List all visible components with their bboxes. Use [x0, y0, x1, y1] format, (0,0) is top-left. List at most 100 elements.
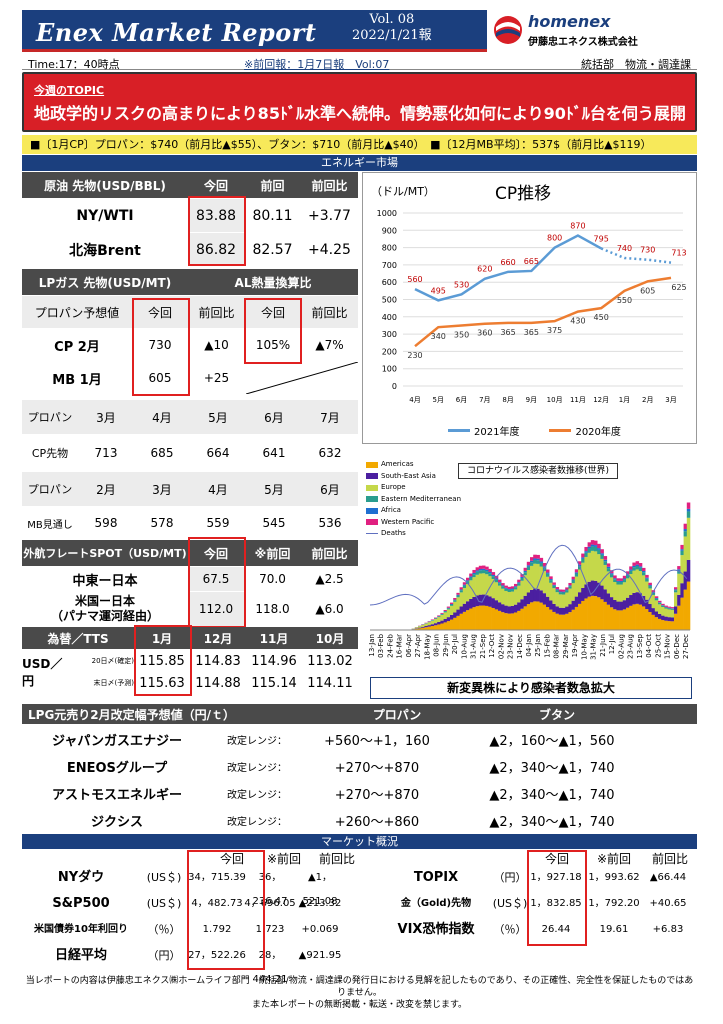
covid-bar-segment: [478, 570, 483, 574]
covid-bar-segment: [536, 558, 540, 561]
covid-bar-segment: [667, 617, 672, 622]
covid-bar-segment: [494, 609, 499, 630]
x-tick-label: 3月: [665, 396, 676, 404]
covid-bar-segment: [526, 566, 531, 570]
covid-bar-segment: [542, 566, 547, 568]
covid-bar-segment: [619, 581, 624, 585]
covid-bar-segment: [565, 613, 569, 630]
covid-bar-segment: [549, 579, 553, 581]
covid-bar-segment: [414, 628, 419, 630]
covid-bar-segment: [450, 602, 454, 604]
market-section-title: マーケット概況: [22, 834, 697, 849]
covid-legend-swatch: [366, 484, 378, 491]
covid-bar-segment: [517, 610, 521, 630]
x-tick-label: 6月: [456, 396, 467, 404]
data-label: 430: [570, 317, 585, 326]
covid-bar-segment: [434, 619, 438, 624]
covid-bar-segment: [619, 580, 624, 582]
covid-bar-segment: [533, 588, 537, 602]
covid-bar-segment: [574, 576, 579, 597]
cp-forecast-row: プロパン 2月 3月 4月 5月 6月: [22, 472, 358, 506]
covid-bar-segment: [539, 562, 544, 567]
covid-bar-segment: [466, 601, 470, 611]
company-logo: homenex 伊藤忠エネクス株式会社: [492, 10, 697, 52]
covid-bar-segment: [600, 553, 604, 555]
covid-bar-segment: [571, 609, 576, 630]
covid-bar-segment: [523, 570, 528, 573]
covid-bar-segment: [638, 563, 643, 567]
covid-bar-segment: [466, 577, 470, 581]
market-item-unit: （％）: [493, 923, 527, 936]
previous-report-link[interactable]: ※前回報：1月7日報 Vol:07: [244, 58, 390, 71]
covid-bar-segment: [578, 592, 582, 604]
covid-bar-segment: [475, 606, 480, 630]
covid-bar-segment: [440, 614, 444, 621]
covid-bar-segment: [642, 606, 646, 630]
covid-bar-segment: [629, 605, 633, 630]
covid-bar-segment: [440, 623, 444, 630]
covid-bar-segment: [520, 608, 524, 630]
legend-swatch-2021: [448, 428, 470, 432]
covid-bar-segment: [597, 549, 601, 555]
diagonal-divider: [246, 362, 358, 394]
covid-bar-segment: [456, 595, 460, 598]
covid-legend-item: Europe: [366, 482, 461, 494]
info-line: Time:17：40時点 ※前回報：1月7日報 Vol:07 統括部 物流・調達…: [22, 56, 697, 71]
covid-bar-segment: [437, 621, 441, 625]
market-item-name: 日経平均: [54, 948, 107, 963]
covid-bar-segment: [645, 609, 649, 630]
covid-bar-segment: [594, 546, 598, 552]
covid-bar-segment: [421, 626, 425, 628]
covid-bar-segment: [482, 570, 486, 574]
covid-bar-segment: [658, 613, 662, 619]
covid-bar-segment: [664, 616, 668, 621]
covid-bar-segment: [450, 619, 454, 630]
market-item-unit: （円）: [147, 949, 181, 962]
covid-bar-segment: [456, 615, 460, 630]
data-label: 660: [500, 258, 515, 267]
x-tick-label: 2月: [642, 396, 653, 404]
covid-bar-segment: [664, 608, 668, 617]
covid-bar-segment: [606, 563, 611, 567]
covid-bar-segment: [478, 605, 483, 630]
covid-bar-segment: [507, 606, 512, 614]
covid-bar-segment: [680, 583, 684, 598]
covid-bar-segment: [645, 599, 649, 610]
covid-bar-segment: [642, 572, 646, 576]
covid-bar-segment: [475, 571, 480, 575]
date-tick-label: 29-Jun: [442, 634, 450, 657]
covid-bar-segment: [498, 579, 502, 583]
fx-label: USD／円: [22, 657, 63, 688]
covid-bar-segment: [686, 517, 691, 560]
covid-bar-segment: [667, 609, 672, 618]
covid-bar-segment: [536, 560, 540, 564]
date-tick-label: 15-Nov: [664, 634, 672, 659]
covid-bar-segment: [478, 594, 483, 606]
covid-bar-segment: [677, 569, 681, 571]
covid-legend-swatch: [366, 507, 378, 514]
date-tick-label: 12-Jul: [608, 634, 616, 654]
covid-bar-segment: [584, 546, 588, 552]
covid-bar-segment: [686, 581, 691, 630]
data-label: 800: [547, 234, 562, 243]
covid-bar-segment: [603, 601, 608, 630]
covid-bar-segment: [498, 583, 502, 586]
covid-bar-segment: [680, 550, 684, 556]
market-current-value: 1，927.18: [530, 872, 582, 883]
lpg-retail-row: ENEOSグループ 改定レンジ： +270～+870 ▲2，340～▲1，740: [66, 760, 615, 776]
date-tick-label: 12-Oct: [488, 634, 496, 658]
covid-bar-segment: [462, 584, 467, 586]
covid-bar-segment: [526, 565, 531, 567]
covid-bar-segment: [674, 589, 678, 591]
x-tick-label: 11月: [570, 396, 586, 404]
covid-bar-segment: [635, 592, 640, 604]
covid-bar-segment: [622, 575, 627, 579]
covid-bar-segment: [626, 575, 630, 579]
covid-bar-segment: [542, 563, 547, 567]
covid-bar-segment: [443, 611, 448, 613]
covid-bar-segment: [510, 605, 515, 614]
covid-bar-segment: [523, 595, 528, 607]
market-prev-value: 1，993.62: [588, 872, 640, 883]
covid-bar-segment: [600, 554, 604, 559]
market-diff-value: +40.65: [649, 898, 687, 909]
